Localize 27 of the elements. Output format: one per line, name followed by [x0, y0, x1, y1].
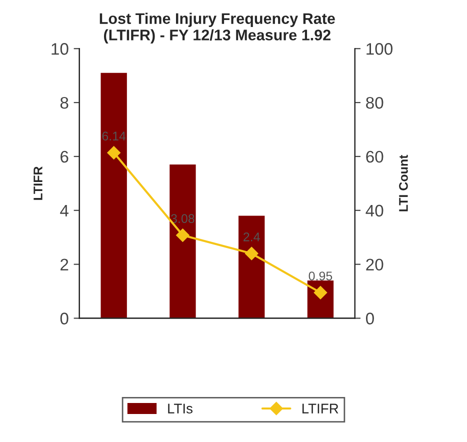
- y-tick-label: 8: [60, 96, 68, 109]
- y-axis-title: LTIFR: [34, 166, 42, 200]
- bar: [170, 164, 196, 318]
- y2-tick-label: 80: [366, 96, 384, 109]
- data-label: 6.14: [102, 132, 126, 140]
- y2-axis-title: LTI Count: [399, 154, 408, 212]
- y2-tick-label: 0: [366, 312, 374, 324]
- legend-label: LTIFR: [302, 404, 338, 414]
- data-label: 0.95: [308, 272, 332, 280]
- y-tick-label: 6: [60, 150, 68, 163]
- y2-tick-label: 40: [366, 204, 384, 217]
- y2-tick-label: 60: [366, 150, 384, 163]
- legend-label: LTIs: [168, 404, 192, 414]
- chart-title: Lost Time Injury Frequency Rate (LTIFR) - FY 12/13 Measure 1.92: [100, 12, 335, 44]
- bar: [100, 72, 127, 318]
- y-tick-label: 4: [60, 204, 68, 216]
- y-tick-label: 2: [60, 258, 68, 270]
- y2-tick-label: 100: [366, 43, 392, 55]
- y-tick-label: 0: [60, 312, 68, 324]
- point: [176, 228, 190, 242]
- bar: [238, 216, 265, 318]
- data-label: 3.08: [171, 214, 194, 224]
- y2-tick-label: 20: [366, 258, 384, 271]
- point: [107, 146, 120, 160]
- data-label: 2.4: [244, 232, 260, 242]
- y-tick-label: 10: [52, 43, 68, 55]
- point: [245, 246, 258, 260]
